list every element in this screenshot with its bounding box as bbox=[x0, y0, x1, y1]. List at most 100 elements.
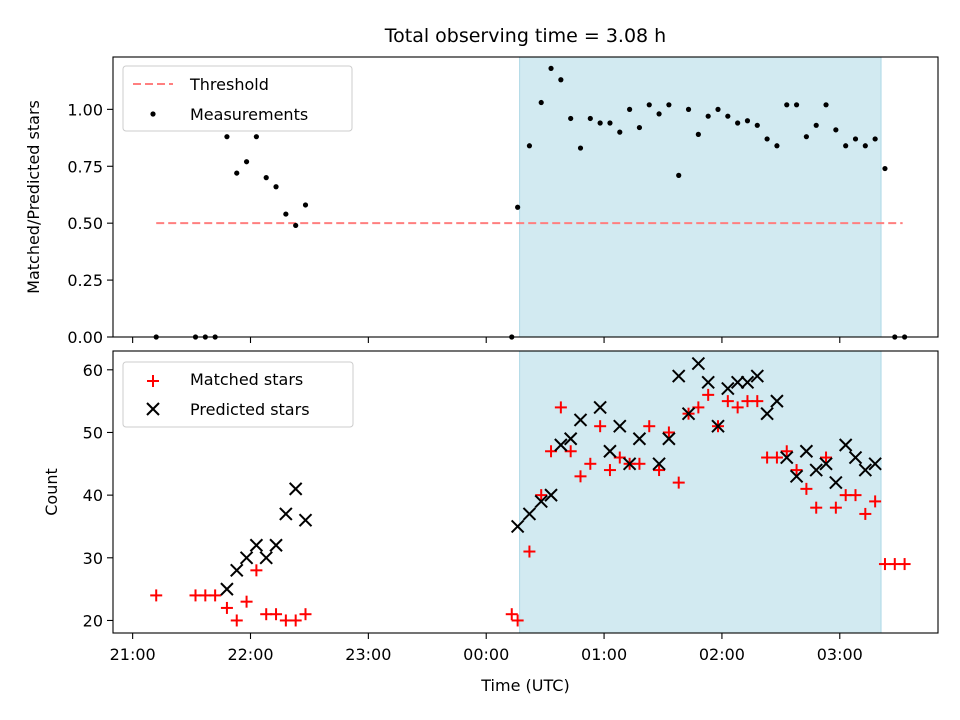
predicted-star-point bbox=[819, 457, 833, 471]
matched-star-point bbox=[672, 476, 685, 489]
measurement-point bbox=[833, 127, 839, 133]
predicted-star-stroke bbox=[298, 513, 313, 527]
predicted-star-stroke bbox=[681, 406, 696, 421]
measurement-point bbox=[607, 120, 613, 126]
predicted-star-point bbox=[711, 419, 725, 433]
ratio-x-ticks bbox=[132, 337, 841, 343]
matched-star-point bbox=[751, 395, 764, 408]
predicted-star-stroke bbox=[662, 432, 676, 446]
predicted-star-point bbox=[632, 432, 647, 446]
predicted-star-point bbox=[573, 413, 588, 427]
x-axis-label: Time (UTC) bbox=[480, 676, 569, 695]
matched-star-point bbox=[692, 401, 705, 414]
matched-star-point bbox=[898, 558, 911, 571]
x-tick-label: 02:00 bbox=[699, 645, 745, 664]
matched-star-point bbox=[820, 451, 833, 464]
measurement-point bbox=[526, 143, 533, 149]
predicted-star-stroke bbox=[809, 463, 823, 477]
predicted-star-point bbox=[269, 538, 283, 552]
predicted-star-stroke bbox=[613, 419, 627, 433]
measurement-point bbox=[283, 211, 289, 217]
measurement-point bbox=[538, 99, 544, 106]
measurement-point bbox=[793, 102, 800, 108]
matched-star-point bbox=[603, 464, 616, 477]
count-legend-box bbox=[122, 361, 354, 428]
matched-star-point bbox=[859, 507, 872, 520]
predicted-star-stroke bbox=[838, 438, 853, 452]
measurement-point bbox=[725, 113, 731, 119]
matched-star-point bbox=[150, 589, 163, 602]
predicted-star-point bbox=[249, 538, 264, 552]
measurement-point bbox=[862, 143, 868, 149]
matched-star-point bbox=[810, 501, 823, 514]
measurement-point bbox=[224, 134, 230, 140]
count-y-axis-label: Count bbox=[42, 468, 61, 516]
matched-star-point bbox=[564, 445, 577, 458]
y-tick-label: 20 bbox=[83, 611, 103, 630]
predicted-star-point bbox=[858, 463, 873, 477]
legend-predicted-label: Predicted stars bbox=[190, 400, 310, 419]
predicted-star-point bbox=[288, 482, 303, 496]
measurement-point bbox=[764, 136, 770, 142]
measurement-point bbox=[617, 129, 623, 135]
predicted-star-stroke bbox=[573, 413, 588, 427]
predicted-star-stroke bbox=[249, 538, 264, 552]
predicted-star-stroke bbox=[730, 375, 745, 390]
predicted-star-point bbox=[239, 551, 254, 565]
predicted-star-stroke bbox=[239, 551, 254, 565]
matched-star-point bbox=[554, 401, 567, 414]
measurement-point bbox=[823, 102, 829, 108]
predicted-star-point bbox=[652, 457, 666, 471]
predicted-star-stroke bbox=[691, 356, 706, 371]
predicted-star-point bbox=[522, 507, 537, 521]
measurement-point bbox=[754, 122, 760, 128]
predicted-star-point bbox=[259, 551, 273, 565]
legend-measurements-label: Measurements bbox=[190, 105, 308, 124]
ratio-panel: 0.00 0.25 0.50 0.75 1.00 Matched/Predicted s… bbox=[24, 56, 939, 347]
legend-matched-swatch bbox=[147, 375, 159, 387]
predicted-star-stroke bbox=[220, 582, 234, 596]
legend-threshold-label: Threshold bbox=[189, 75, 269, 94]
predicted-star-point bbox=[622, 457, 637, 471]
y-tick-label: 40 bbox=[83, 486, 103, 505]
predicted-star-point bbox=[799, 444, 814, 458]
matched-star-point bbox=[505, 608, 518, 621]
x-tick-label: 03:00 bbox=[817, 645, 863, 664]
measurement-point bbox=[784, 102, 790, 108]
count-panel: 20 30 40 50 60 21:00 22:00 23:00 00:00 01:00 02:0… bbox=[42, 350, 939, 695]
matched-star-point bbox=[574, 470, 587, 483]
matched-star-point bbox=[220, 601, 233, 614]
predicted-star-point bbox=[510, 519, 525, 534]
legend-matched-label: Matched stars bbox=[190, 370, 303, 389]
predicted-star-stroke bbox=[230, 563, 244, 578]
predicted-star-point bbox=[534, 494, 548, 509]
matched-star-point bbox=[662, 426, 675, 439]
matched-star-point bbox=[535, 489, 548, 502]
predicted-star-point bbox=[681, 406, 696, 421]
predicted-star-point bbox=[789, 469, 804, 484]
count-legend: Matched stars Predicted stars bbox=[122, 361, 354, 428]
measurement-point bbox=[882, 165, 888, 172]
predicted-star-point bbox=[554, 438, 568, 452]
measurement-point bbox=[872, 136, 878, 142]
predicted-star-point bbox=[544, 488, 558, 502]
predicted-star-stroke bbox=[750, 369, 764, 383]
matched-star-point bbox=[702, 388, 715, 401]
measurement-point bbox=[302, 202, 309, 208]
matched-star-point bbox=[240, 595, 253, 608]
predicted-star-stroke bbox=[868, 457, 882, 471]
matched-star-point bbox=[545, 445, 558, 458]
matched-star-point bbox=[209, 589, 222, 602]
predicted-star-point bbox=[662, 432, 676, 446]
matched-star-point bbox=[270, 608, 283, 621]
measurement-point bbox=[685, 106, 692, 112]
predicted-star-stroke bbox=[819, 457, 833, 471]
matched-star-point bbox=[289, 614, 302, 627]
y-tick-label: 0.75 bbox=[67, 157, 103, 176]
y-tick-label: 0.00 bbox=[67, 328, 103, 347]
predicted-star-point bbox=[701, 375, 715, 390]
predicted-star-point bbox=[603, 444, 617, 458]
measurement-point bbox=[646, 102, 652, 108]
y-tick-label: 60 bbox=[83, 361, 103, 380]
measurement-point bbox=[293, 222, 299, 229]
